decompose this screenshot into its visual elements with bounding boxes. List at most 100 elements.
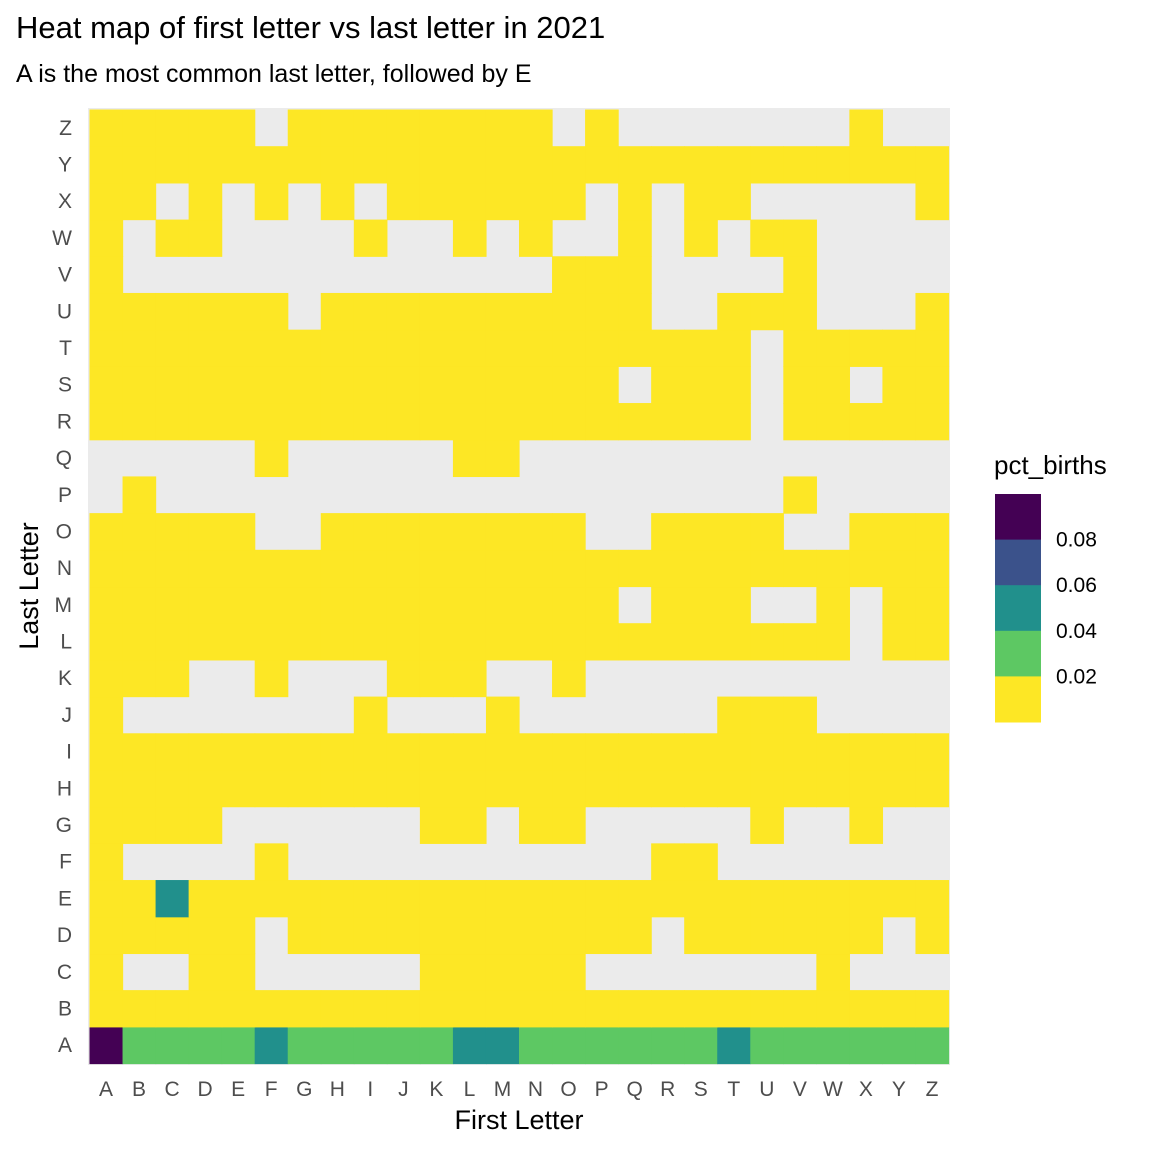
cell-Z-A [915, 1026, 950, 1065]
cell-R-I [651, 733, 685, 771]
cell-L-I [452, 733, 487, 771]
y-tick-label: L [60, 631, 72, 654]
cell-K-C [419, 953, 454, 991]
cell-W-B [816, 990, 850, 1028]
cell-U-J [750, 696, 784, 734]
cell-J-X [386, 182, 421, 221]
cell-X-B [849, 990, 884, 1028]
cell-F-M [254, 586, 289, 624]
cell-M-C [485, 953, 520, 991]
cell-C-E [155, 880, 190, 918]
cell-C-T [155, 329, 190, 367]
cell-O-S [552, 366, 586, 404]
x-tick-label: S [694, 1078, 708, 1101]
cell-Y-I [882, 733, 917, 771]
cell-X-H [849, 769, 884, 808]
cell-L-H [452, 769, 487, 808]
cell-L-X [452, 182, 487, 221]
cell-S-D [684, 916, 718, 955]
cell-E-O [221, 513, 256, 551]
cell-J-T [386, 329, 421, 367]
cell-X-I [849, 733, 884, 771]
cell-A-C [89, 953, 124, 991]
cell-L-W [452, 219, 487, 257]
cell-O-D [552, 916, 586, 955]
cell-N-G [519, 806, 553, 844]
cell-P-S [585, 366, 619, 404]
cell-S-A [684, 1026, 718, 1065]
x-tick-label: U [759, 1078, 774, 1101]
cell-H-Z [320, 109, 355, 147]
cell-D-X [188, 182, 223, 221]
cell-C-Y [155, 146, 190, 184]
cell-L-E [452, 880, 487, 918]
cell-F-L [254, 623, 289, 661]
cell-Q-X [618, 182, 652, 221]
cell-O-O [552, 513, 586, 551]
cell-M-I [485, 733, 520, 771]
legend: pct_births 0.08 0.06 0.04 0.02 [994, 450, 1107, 723]
cell-Y-T [882, 329, 917, 367]
cell-I-I [353, 733, 388, 771]
cell-X-O [849, 513, 884, 551]
cell-C-R [155, 403, 190, 441]
cell-A-Y [89, 146, 124, 184]
cell-R-O [651, 513, 685, 551]
cell-X-A [849, 1026, 884, 1065]
y-tick-label: H [57, 777, 72, 800]
cell-O-U [552, 292, 586, 331]
cell-P-Y [585, 146, 619, 184]
cell-D-S [188, 366, 223, 404]
cell-Z-U [915, 292, 950, 331]
cell-P-I [585, 733, 619, 771]
cell-U-Y [750, 146, 784, 184]
cell-M-O [485, 513, 520, 551]
cell-P-V [585, 256, 619, 294]
cell-A-V [89, 256, 124, 294]
cell-J-L [386, 623, 421, 661]
cell-R-Y [651, 146, 685, 184]
cell-D-O [188, 513, 223, 551]
cell-W-T [816, 329, 850, 367]
cell-H-B [320, 990, 355, 1028]
cell-G-E [287, 880, 322, 918]
cell-L-C [452, 953, 487, 991]
cell-G-S [287, 366, 322, 404]
cell-H-R [320, 403, 355, 441]
cell-O-N [552, 549, 586, 588]
x-tick-label: B [132, 1078, 146, 1101]
cell-S-I [684, 733, 718, 771]
cell-N-E [519, 880, 553, 918]
cell-D-H [188, 769, 223, 808]
cell-D-Z [188, 109, 223, 147]
cell-A-U [89, 292, 124, 331]
cell-T-E [717, 880, 751, 918]
cell-H-U [320, 292, 355, 331]
cell-K-M [419, 586, 454, 624]
x-tick-label: Q [626, 1078, 642, 1101]
cell-Q-B [618, 990, 652, 1028]
cell-P-T [585, 329, 619, 367]
cell-B-S [122, 366, 157, 404]
y-tick-label: M [55, 594, 73, 617]
cell-A-M [89, 586, 124, 624]
cell-G-L [287, 623, 322, 661]
x-tick-label: K [429, 1078, 443, 1101]
cell-O-Y [552, 146, 586, 184]
cell-T-B [717, 990, 751, 1028]
cell-V-L [783, 623, 817, 661]
cell-J-M [386, 586, 421, 624]
cell-W-R [816, 403, 850, 441]
cell-L-T [452, 329, 487, 367]
cell-F-I [254, 733, 289, 771]
cell-T-R [717, 403, 751, 441]
cell-K-D [419, 916, 454, 955]
cell-F-X [254, 182, 289, 221]
cell-J-I [386, 733, 421, 771]
cell-F-K [254, 659, 289, 698]
cell-A-G [89, 806, 124, 844]
cell-B-P [122, 476, 157, 514]
cell-B-Z [122, 109, 157, 147]
y-tick-label: I [66, 741, 72, 764]
cell-J-O [386, 513, 421, 551]
